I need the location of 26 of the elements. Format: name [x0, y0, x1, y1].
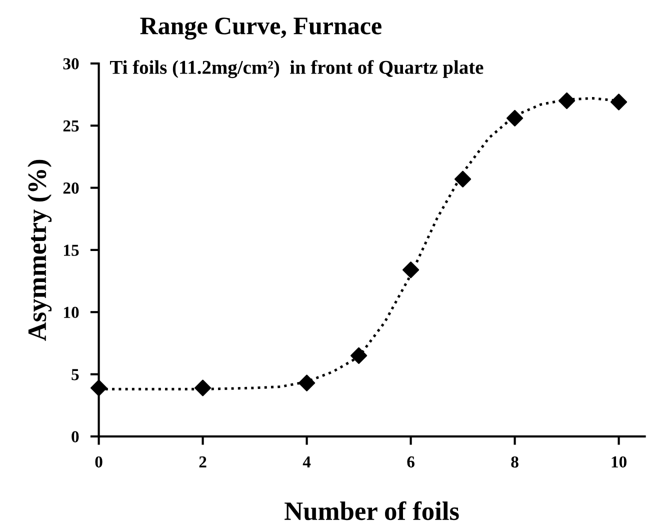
point: [506, 110, 524, 126]
x-axis-title: Number of foils: [284, 501, 459, 520]
y-tick-label: 10: [64, 306, 79, 318]
y-tick-label: 0: [72, 431, 79, 442]
y-tick-label: 15: [64, 244, 79, 256]
x-tick-label: 10: [612, 456, 626, 468]
x-tick-label: 2: [199, 456, 206, 468]
y-tick-label: 30: [63, 58, 79, 70]
x-tick-label: 0: [95, 456, 102, 468]
chart-title: Range Curve, Furnace: [140, 18, 382, 40]
point: [610, 94, 628, 110]
point: [350, 347, 368, 364]
x-tick-label: 8: [511, 456, 518, 468]
y-axis-title: Asymmetry (%): [28, 160, 52, 341]
point: [454, 170, 472, 188]
y-tick-label: 5: [72, 369, 79, 380]
point: [402, 262, 420, 278]
point: [558, 92, 576, 110]
y-tick-label: 25: [63, 120, 79, 132]
point: [298, 374, 316, 392]
x-tick-label: 6: [407, 456, 414, 468]
x-tick-label: 4: [302, 456, 311, 468]
point: [90, 380, 108, 396]
point: [194, 380, 212, 396]
y-tick-label: 20: [63, 182, 79, 194]
chart-subtitle: Ti foils (11.2mg/cm²) in front of Quartz plate: [110, 60, 484, 78]
